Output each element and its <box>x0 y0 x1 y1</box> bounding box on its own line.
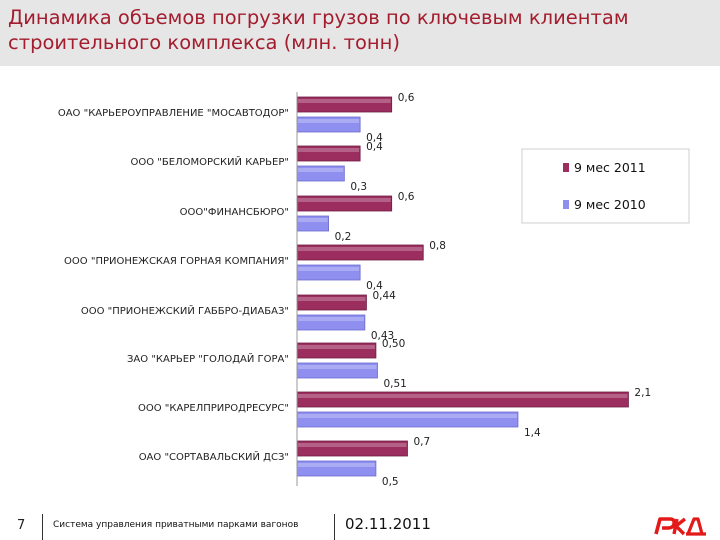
value-labels: 0,60,40,40,30,60,20,80,40,440,430,500,51… <box>335 92 652 488</box>
footer-caption: Система управления приватными парками ва… <box>53 520 299 530</box>
page-title: Динамика объемов погрузки грузов по ключ… <box>8 6 629 54</box>
category-label: ОАО "СОРТАВАЛЬСКИЙ ДСЗ" <box>139 450 289 463</box>
data-label: 0,8 <box>429 240 446 252</box>
data-label: 1,4 <box>524 427 541 439</box>
data-label: 2,1 <box>634 387 651 399</box>
bar-highlight <box>298 414 517 418</box>
title-band: Динамика объемов погрузки грузов по ключ… <box>0 0 720 66</box>
data-label: 0,5 <box>382 476 399 488</box>
bar-highlight <box>298 365 377 369</box>
legend-label-2011: 9 мес 2011 <box>574 160 646 175</box>
bar-highlight <box>298 463 375 467</box>
legend-swatch-2010 <box>563 200 569 209</box>
data-label: 0,4 <box>366 132 383 144</box>
data-label: 0,2 <box>335 231 352 243</box>
category-label: ЗАО "КАРЬЕР "ГОЛОДАЙ ГОРА" <box>127 352 289 365</box>
category-label: ОАО "КАРЬЕРОУПРАВЛЕНИЕ "МОСАВТОДОР" <box>58 108 289 119</box>
data-label: 0,6 <box>398 92 415 104</box>
bar-highlight <box>298 168 344 172</box>
page-number: 7 <box>17 518 26 533</box>
category-label: ООО "БЕЛОМОРСКИЙ КАРЬЕР" <box>131 155 290 168</box>
footer-divider <box>334 514 335 540</box>
category-label: ООО"ФИНАНСБЮРО" <box>180 207 289 218</box>
data-label: 0,4 <box>366 280 383 292</box>
bar-highlight <box>298 267 360 271</box>
footer: 7 Система управления приватными парками … <box>0 510 720 540</box>
data-label: 0,44 <box>372 290 396 302</box>
bar-highlight <box>298 443 407 447</box>
bar-highlight <box>298 317 364 321</box>
legend-frame <box>521 148 690 224</box>
footer-divider <box>42 514 43 540</box>
bar-highlight <box>298 119 360 123</box>
legend: 9 мес 2011 9 мес 2010 <box>521 148 690 224</box>
bar-highlight <box>298 148 360 152</box>
data-label: 0,51 <box>383 378 406 390</box>
data-label: 0,50 <box>382 338 405 350</box>
bars <box>296 96 629 477</box>
category-label: ООО "ПРИОНЕЖСКИЙ ГАББРО-ДИАБАЗ" <box>81 304 289 317</box>
data-label: 0,4 <box>366 141 383 153</box>
bar-highlight <box>298 218 328 222</box>
bar-highlight <box>298 198 391 202</box>
bar-chart: ОАО "КАРЬЕРОУПРАВЛЕНИЕ "МОСАВТОДОР" ООО "… <box>58 92 690 488</box>
legend-swatch-2011 <box>563 163 569 172</box>
bar-highlight <box>298 394 628 398</box>
category-label: ООО "КАРЕЛПРИРОДРЕСУРС" <box>138 403 289 414</box>
bar-highlight <box>298 99 391 103</box>
legend-label-2010: 9 мес 2010 <box>574 197 646 212</box>
category-labels: ОАО "КАРЬЕРОУПРАВЛЕНИЕ "МОСАВТОДОР" ООО "… <box>58 108 289 463</box>
bar-highlight <box>298 297 366 301</box>
bar-highlight <box>298 247 423 251</box>
category-label: ООО "ПРИОНЕЖСКАЯ ГОРНАЯ КОМПАНИЯ" <box>64 256 289 267</box>
bar-highlight <box>298 345 375 349</box>
data-label: 0,7 <box>413 436 430 448</box>
data-label: 0,6 <box>398 191 415 203</box>
data-label: 0,43 <box>371 330 394 342</box>
data-label: 0,3 <box>350 181 367 193</box>
footer-date: 02.11.2011 <box>345 515 431 533</box>
rzd-logo-icon <box>654 517 706 536</box>
